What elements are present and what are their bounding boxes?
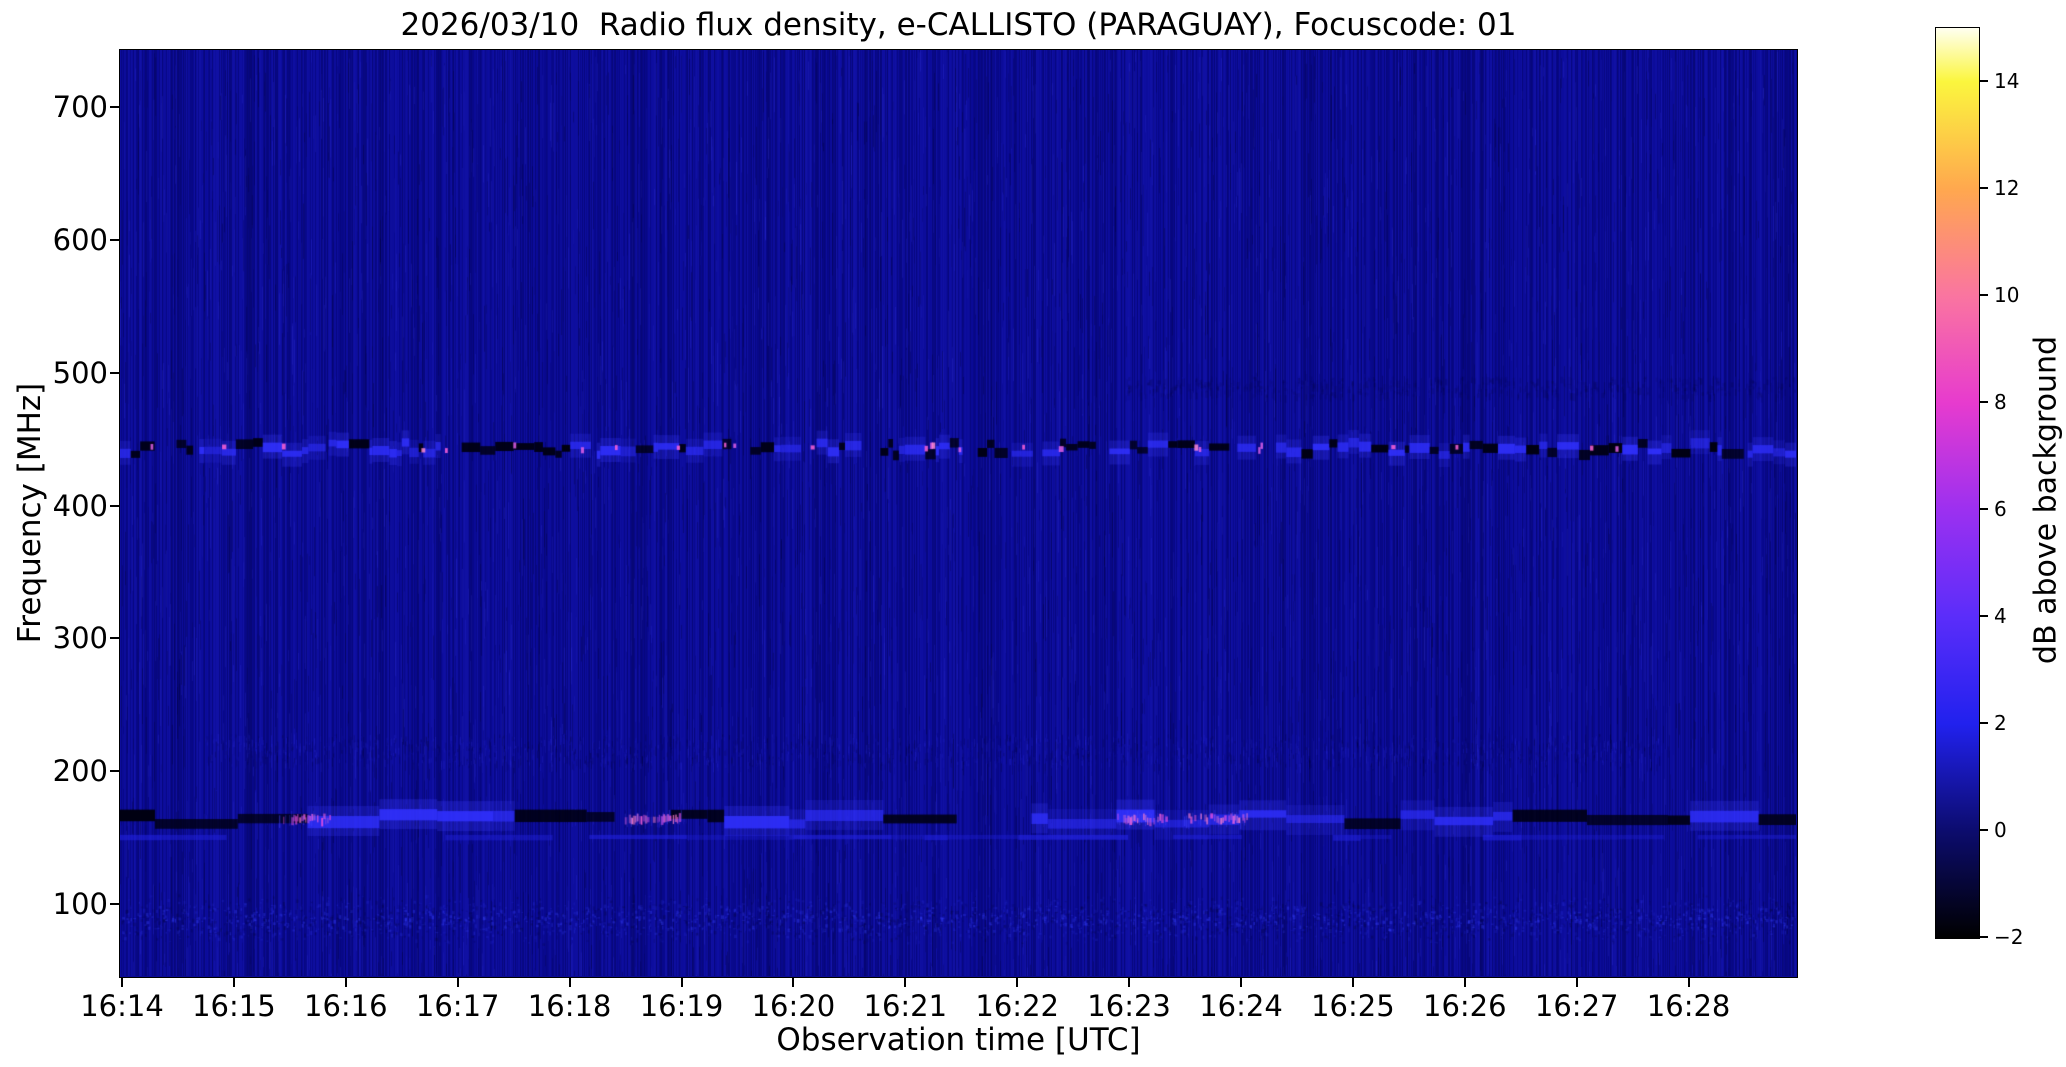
y-tick-label: 400 [52,488,108,523]
y-tickmark [110,637,119,640]
y-tick-label: 100 [52,886,108,921]
x-tickmark [1128,978,1131,987]
y-tickmark [110,106,119,109]
colorbar-tickmark [1980,293,1988,296]
colorbar-tick-label: −2 [1994,925,2024,949]
colorbar-tickmark [1980,400,1988,403]
x-tick-label: 16:19 [639,989,724,1023]
colorbar-tick-label: 4 [1994,603,2007,628]
colorbar-tickmark [1980,936,1988,938]
x-tickmark [232,978,235,987]
x-tick-label: 16:24 [1199,989,1283,1023]
x-tickmark [792,978,795,987]
y-tickmark [110,770,119,773]
x-tickmark [568,978,571,987]
y-tick-label: 500 [52,355,108,390]
y-tick-label: 200 [52,754,108,789]
x-tick-label: 16:20 [751,989,836,1023]
x-tickmark [1016,978,1019,987]
y-tickmark [110,504,119,507]
y-tickmark [110,371,119,374]
colorbar-tick-label: 6 [1994,496,2007,521]
y-tick-label: 300 [52,621,108,656]
x-tickmark [1687,978,1690,987]
colorbar-tick-label: 2 [1994,710,2007,735]
y-tickmark [110,902,119,905]
x-tickmark [121,978,123,987]
colorbar-tickmark [1980,186,1988,189]
x-tickmark [344,978,347,987]
colorbar-tickmark [1980,721,1988,724]
x-tickmark [680,978,683,987]
chart-title: 2026/03/10 Radio flux density, e-CALLIST… [400,7,1517,43]
x-tick-label: 16:17 [415,989,500,1023]
colorbar-tick-label: 0 [1994,817,2007,842]
x-axis-label: Observation time [UTC] [776,1022,1141,1058]
x-tick-label: 16:16 [304,989,388,1023]
y-tickmark [110,238,119,241]
plot-area [119,49,1798,978]
colorbar-tickmark [1980,79,1988,82]
spectrogram-heatmap [120,50,1796,976]
x-tick-label: 16:14 [80,989,164,1023]
colorbar-tick-label: 10 [1994,282,2020,307]
x-tickmark [904,978,907,987]
x-tickmark [1575,978,1578,987]
x-tick-label: 16:23 [1087,989,1171,1023]
x-tick-label: 16:22 [975,989,1059,1023]
colorbar-tick-label: 14 [1994,68,2020,93]
colorbar-tick-label: 8 [1994,389,2007,414]
x-tick-label: 16:18 [527,989,612,1023]
x-tickmark [456,978,459,987]
x-tick-label: 16:25 [1311,989,1395,1023]
x-tick-label: 16:26 [1423,989,1507,1023]
x-tick-label: 16:27 [1534,989,1619,1023]
colorbar-tick-label: 12 [1994,175,2020,200]
x-tick-label: 16:28 [1646,989,1731,1023]
y-tick-label: 700 [52,90,108,125]
colorbar-tickmark [1980,614,1988,617]
y-tick-label: 600 [52,222,108,257]
colorbar [1935,27,1980,939]
x-tickmark [1351,978,1354,987]
x-tickmark [1463,978,1466,987]
x-tick-label: 16:21 [863,989,948,1023]
x-tick-label: 16:15 [192,989,276,1023]
colorbar-tickmark [1980,828,1988,831]
colorbar-tickmark [1980,507,1988,510]
x-tickmark [1240,978,1242,987]
